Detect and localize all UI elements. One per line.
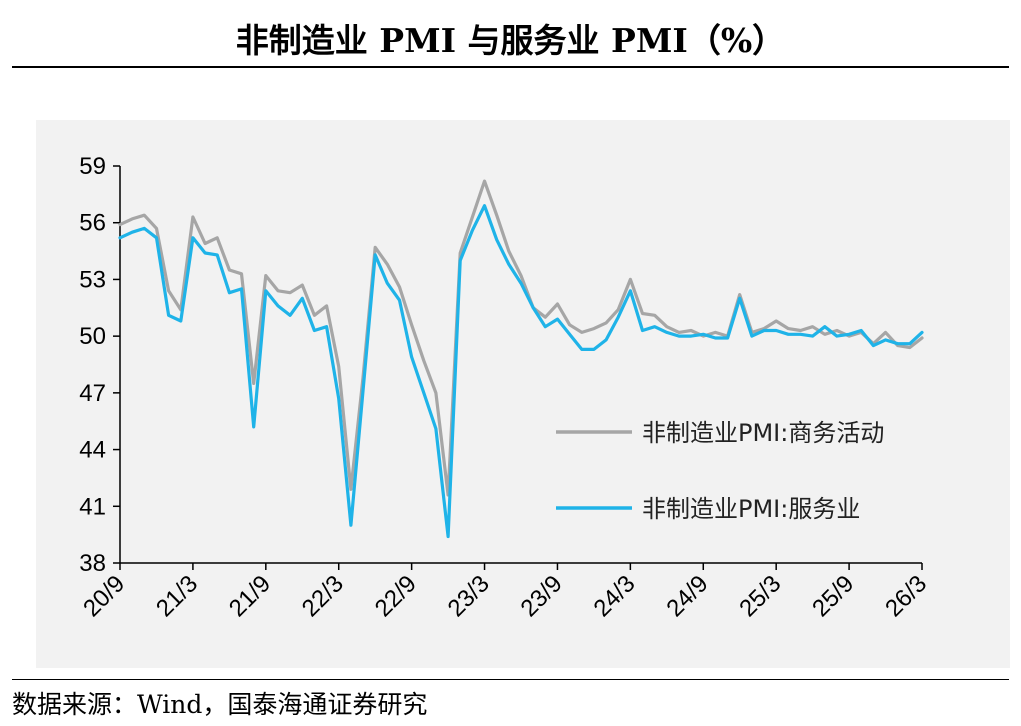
legend-label-services: 非制造业PMI:服务业 [642, 495, 860, 523]
series-group [118, 179, 924, 539]
y-tick-label: 59 [79, 153, 106, 180]
title-divider [12, 66, 1009, 68]
x-tick-label: 25/9 [807, 570, 859, 622]
y-tick-label: 44 [79, 437, 106, 464]
x-tick-label: 22/3 [297, 570, 349, 622]
chart-background [36, 120, 1010, 668]
y-tick-label: 50 [79, 323, 106, 350]
business-activity-line [118, 179, 924, 497]
x-tick-label: 24/9 [661, 570, 713, 622]
x-tick-label: 20/9 [78, 570, 130, 622]
x-tick-label: 23/3 [443, 570, 495, 622]
y-tick-label: 53 [79, 266, 106, 293]
y-tick-label: 47 [79, 380, 106, 407]
x-tick-label: 23/9 [516, 570, 568, 622]
x-tick-label: 21/3 [151, 570, 203, 622]
x-tick-label: 24/3 [588, 570, 640, 622]
x-tick-label: 22/9 [370, 570, 422, 622]
services-line [118, 204, 924, 539]
y-tick-label: 41 [79, 493, 106, 520]
x-tick-label: 21/9 [224, 570, 276, 622]
axes: 38 41 44 47 50 53 56 59 20/9 21/3 21/9 22/3 22/9 23/3… [78, 153, 932, 622]
legend-label-business: 非制造业PMI:商务活动 [642, 419, 884, 447]
x-tick-label: 26/3 [880, 570, 932, 622]
y-tick-label: 38 [79, 550, 106, 577]
source-divider [12, 679, 1009, 680]
source-note: 数据来源：Wind，国泰海通证券研究 [12, 690, 428, 719]
x-tick-label: 25/3 [734, 570, 786, 622]
chart-title: 非制造业 PMI 与服务业 PMI（%） [235, 21, 786, 60]
y-tick-label: 56 [79, 210, 106, 237]
